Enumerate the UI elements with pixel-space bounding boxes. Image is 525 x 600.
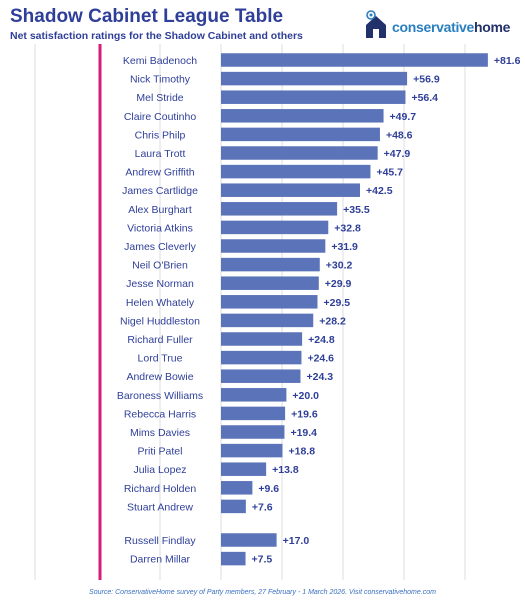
category-label: Andrew Griffith <box>125 167 194 179</box>
category-label: Helen Whately <box>126 297 195 309</box>
value-label: +28.2 <box>319 315 346 327</box>
conservativehome-logo: conservativehome <box>362 10 517 42</box>
logo-text-part1: conservative <box>392 19 475 35</box>
value-label: +81.6 <box>494 55 521 67</box>
category-label: Victoria Atkins <box>127 222 193 234</box>
logo-text-part2: home <box>474 19 511 35</box>
value-label: +49.7 <box>390 111 417 123</box>
category-label: Chris Philp <box>135 129 186 141</box>
value-label: +45.7 <box>376 167 403 179</box>
bar <box>221 533 277 547</box>
value-label: +42.5 <box>366 185 393 197</box>
bar <box>221 481 253 495</box>
logo-wordmark: conservativehome <box>392 19 510 35</box>
category-label: Stuart Andrew <box>127 501 193 513</box>
bar <box>221 183 360 197</box>
bar <box>221 388 287 402</box>
source-note: Source: ConservativeHome survey of Party… <box>89 589 436 596</box>
category-label: Darren Millar <box>130 554 191 566</box>
bar <box>221 313 314 328</box>
value-label: +31.9 <box>331 241 358 253</box>
value-label: +18.8 <box>288 446 315 458</box>
bar <box>221 53 488 67</box>
value-label: +7.5 <box>252 554 273 566</box>
value-label: +32.8 <box>334 222 361 234</box>
value-label: +19.4 <box>290 427 317 439</box>
bar <box>221 369 301 383</box>
bar <box>221 332 303 346</box>
bar <box>221 499 246 514</box>
category-label: Rebecca Harris <box>124 408 196 420</box>
value-label: +9.6 <box>258 483 279 495</box>
bar <box>221 276 319 290</box>
bar <box>221 164 371 179</box>
bar <box>221 71 408 86</box>
bar <box>221 462 267 476</box>
bar <box>221 425 285 439</box>
category-label: James Cartlidge <box>122 185 198 197</box>
category-label: Laura Trott <box>135 148 186 160</box>
bar <box>221 257 320 272</box>
category-label: Nigel Huddleston <box>120 315 200 327</box>
value-label: +48.6 <box>386 129 413 141</box>
value-label: +24.8 <box>308 334 335 346</box>
value-label: +19.6 <box>291 408 318 420</box>
bar <box>221 202 338 216</box>
bar <box>221 295 318 309</box>
value-label: +30.2 <box>326 260 353 272</box>
category-label: Neil O'Brien <box>132 260 188 272</box>
category-label: Russell Findlay <box>124 535 196 547</box>
value-label: +47.9 <box>384 148 411 160</box>
chart-title: Shadow Cabinet League Table <box>10 6 284 27</box>
value-label: +56.9 <box>413 74 440 86</box>
bar <box>221 90 406 104</box>
bar <box>221 127 380 142</box>
category-label: Mel Stride <box>136 92 183 104</box>
bar <box>221 146 378 160</box>
house-with-tree-icon <box>366 10 386 38</box>
value-label: +56.4 <box>411 92 438 104</box>
bar <box>221 220 329 235</box>
value-label: +7.6 <box>252 501 273 513</box>
value-label: +13.8 <box>272 464 299 476</box>
bar <box>221 443 283 458</box>
category-label: Jesse Norman <box>126 278 194 290</box>
category-label: Richard Fuller <box>127 334 193 346</box>
value-label: +29.5 <box>323 297 350 309</box>
bar <box>221 406 286 421</box>
bar <box>221 551 246 566</box>
category-label: Kemi Badenoch <box>123 55 197 67</box>
category-label: Claire Coutinho <box>124 111 197 123</box>
category-label: Lord True <box>138 353 183 365</box>
category-label: Baroness Williams <box>117 390 203 402</box>
bar-chart: Kemi Badenoch +81.6 Nick Timothy +56.9 Mel S… <box>34 44 521 580</box>
category-label: Richard Holden <box>124 483 197 495</box>
bar <box>221 350 302 365</box>
chart-subtitle: Net satisfaction ratings for the Shadow … <box>10 30 303 42</box>
category-label: Andrew Bowie <box>126 371 193 383</box>
category-label: Mims Davies <box>130 427 190 439</box>
category-label: Priti Patel <box>138 446 183 458</box>
value-label: +17.0 <box>283 535 310 547</box>
value-label: +20.0 <box>292 390 319 402</box>
bar <box>221 239 326 253</box>
category-label: James Cleverly <box>124 241 197 253</box>
category-label: Julia Lopez <box>133 464 186 476</box>
category-label: Alex Burghart <box>128 204 192 216</box>
bar <box>221 109 384 123</box>
category-label: Nick Timothy <box>130 74 191 86</box>
value-label: +24.6 <box>307 353 334 365</box>
value-label: +35.5 <box>343 204 370 216</box>
value-label: +29.9 <box>325 278 352 290</box>
value-label: +24.3 <box>306 371 333 383</box>
